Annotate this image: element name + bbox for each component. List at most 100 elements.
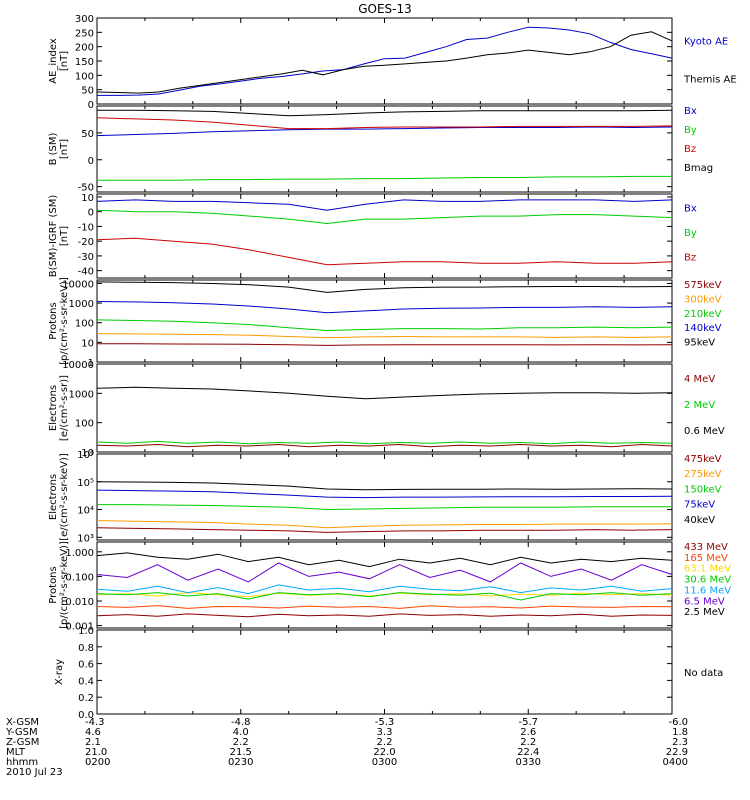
y-axis-label: AE_index[nT] <box>48 38 70 84</box>
legend-label: 165 MeV <box>684 553 728 564</box>
footer-row-label: X-GSM <box>6 717 39 728</box>
panel-frame <box>96 279 673 363</box>
series-line-bx <box>96 199 673 211</box>
no-data-label: No data <box>684 668 723 679</box>
footer-y-gsm-value: 3.3 <box>377 727 393 738</box>
y-tick-label: 0 <box>88 208 94 219</box>
footer-hhmm-value: 0230 <box>228 757 253 768</box>
footer-x-gsm-value: -5.7 <box>518 717 538 728</box>
y-tick-label: 10000 <box>62 279 94 290</box>
y-tick-label: 10⁴ <box>77 506 94 517</box>
footer-hhmm-value: 0200 <box>85 757 110 768</box>
legend-label: 575keV <box>684 280 722 291</box>
legend-label: Bx <box>684 203 697 214</box>
legend-label: 4 MeV <box>684 374 715 385</box>
legend-label: 30.6 MeV <box>684 575 731 586</box>
y-axis-label-line: Protons <box>48 302 59 339</box>
y-axis-label-line: Protons <box>48 566 59 603</box>
panel-7: 0.0010.0100.1001.000Protons[p/(cm²-s-sr-… <box>48 541 731 633</box>
series-line-kyoto-ae <box>97 26 673 96</box>
panel-frame <box>96 105 673 193</box>
footer-z-gsm-value: 2.2 <box>520 737 536 748</box>
series-line-30.6-mev <box>96 592 673 601</box>
legend-label: 2 MeV <box>684 400 715 411</box>
legend-label: 140keV <box>684 323 722 334</box>
y-tick-label: 0.8 <box>78 643 94 654</box>
legend-label: 300keV <box>684 294 722 305</box>
footer-y-gsm-value: 2.6 <box>520 727 536 738</box>
legend-label: 95keV <box>684 338 715 349</box>
y-axis-label-line: [p/(cm²-s-sr-keV)] <box>59 277 70 365</box>
series-line-165-mev <box>96 605 673 609</box>
footer-y-gsm-value: 4.0 <box>233 727 249 738</box>
series-line-by <box>96 209 673 225</box>
y-tick-label: 1.000 <box>65 548 94 559</box>
y-axis-label-line: [nT] <box>59 51 70 71</box>
y-axis-label-line: [nT] <box>59 226 70 246</box>
footer-z-gsm-value: 2.1 <box>85 737 101 748</box>
y-tick-label: 0 <box>88 100 94 111</box>
y-tick-label: 50 <box>81 86 94 97</box>
legend-label: Kyoto AE <box>684 37 728 48</box>
footer-row-label: Z-GSM <box>6 737 39 748</box>
y-tick-label: 0.0 <box>78 710 94 721</box>
series-line-95kev <box>96 281 673 293</box>
footer-row-label: hhmm <box>6 757 38 768</box>
series-line-bz <box>96 237 673 266</box>
series-line-140kev <box>96 301 673 314</box>
y-axis-label: Protons[p/(cm²-s-sr-keV)] <box>48 541 70 629</box>
panel-2: -50 0 50 B (SM)[nT] Bx By Bz Bmag <box>48 105 713 194</box>
panel-1: 0 50 100 150 200 250 300 AE_index[nT] Kyoto AE Th… <box>48 14 737 111</box>
series-line-2-mev <box>96 440 673 445</box>
legend-label: 0.6 MeV <box>684 426 725 437</box>
y-tick-label: 1000 <box>69 299 94 310</box>
legend-label: Themis AE <box>683 75 737 86</box>
y-tick-label: 150 <box>75 57 94 68</box>
legend-label: 150keV <box>684 484 722 495</box>
series-line-475kev <box>96 527 673 533</box>
y-tick-label: 100 <box>75 319 94 330</box>
footer-hhmm-value: 0400 <box>663 757 688 768</box>
panel-frame <box>96 629 673 715</box>
y-tick-label: 200 <box>75 43 94 54</box>
series-line-11.6-mev <box>96 584 673 595</box>
series-line-210kev <box>96 319 673 332</box>
y-axis-label: B(SM)-IGRF (SM)[nT] <box>48 195 70 278</box>
legend-label: 475keV <box>684 454 722 465</box>
legend-label: 40keV <box>684 515 715 526</box>
y-tick-label: 0.2 <box>78 693 94 704</box>
y-tick-label: 10³ <box>77 533 94 544</box>
legend-label: Bx <box>684 106 697 117</box>
y-axis-label-line: [p/(cm²-s-sr-keV)] <box>59 541 70 629</box>
footer-mlt-value: 21.0 <box>85 747 107 758</box>
footer-y-gsm-value: 1.8 <box>672 727 688 738</box>
y-tick-label: 1000 <box>69 389 94 400</box>
y-tick-label: -40 <box>78 267 94 278</box>
panel-8: 0.0 0.2 0.4 0.6 0.8 1.0 X-ray No data <box>54 626 723 721</box>
footer-y-gsm-value: 4.6 <box>85 727 101 738</box>
footer-row-label: MLT <box>6 747 26 758</box>
footer-mlt-value: 22.4 <box>517 747 539 758</box>
panel-frame <box>96 17 673 105</box>
legend-label: Bz <box>684 253 696 264</box>
footer-mlt-value: 22.9 <box>666 747 688 758</box>
series-line-bz <box>96 117 673 130</box>
legend-label: 2.5 MeV <box>684 607 725 618</box>
series-line-575kev <box>97 343 673 346</box>
y-axis-label-line: Electrons <box>48 385 59 431</box>
y-tick-label: -20 <box>78 237 94 248</box>
legend-label: Bz <box>684 144 696 155</box>
y-tick-label: -30 <box>78 252 94 263</box>
legend-label: By <box>684 228 697 239</box>
y-tick-label: 250 <box>75 28 94 39</box>
series-line-bmag <box>97 109 673 117</box>
y-tick-label: 10 <box>81 448 94 459</box>
y-tick-label: 100 <box>75 71 94 82</box>
legend-label: 75keV <box>684 500 715 511</box>
legend-label: By <box>684 125 697 136</box>
footer-row-label: Y-GSM <box>5 727 38 738</box>
footer-hhmm-value: 0330 <box>516 757 541 768</box>
legend-label: Bmag <box>684 163 713 174</box>
